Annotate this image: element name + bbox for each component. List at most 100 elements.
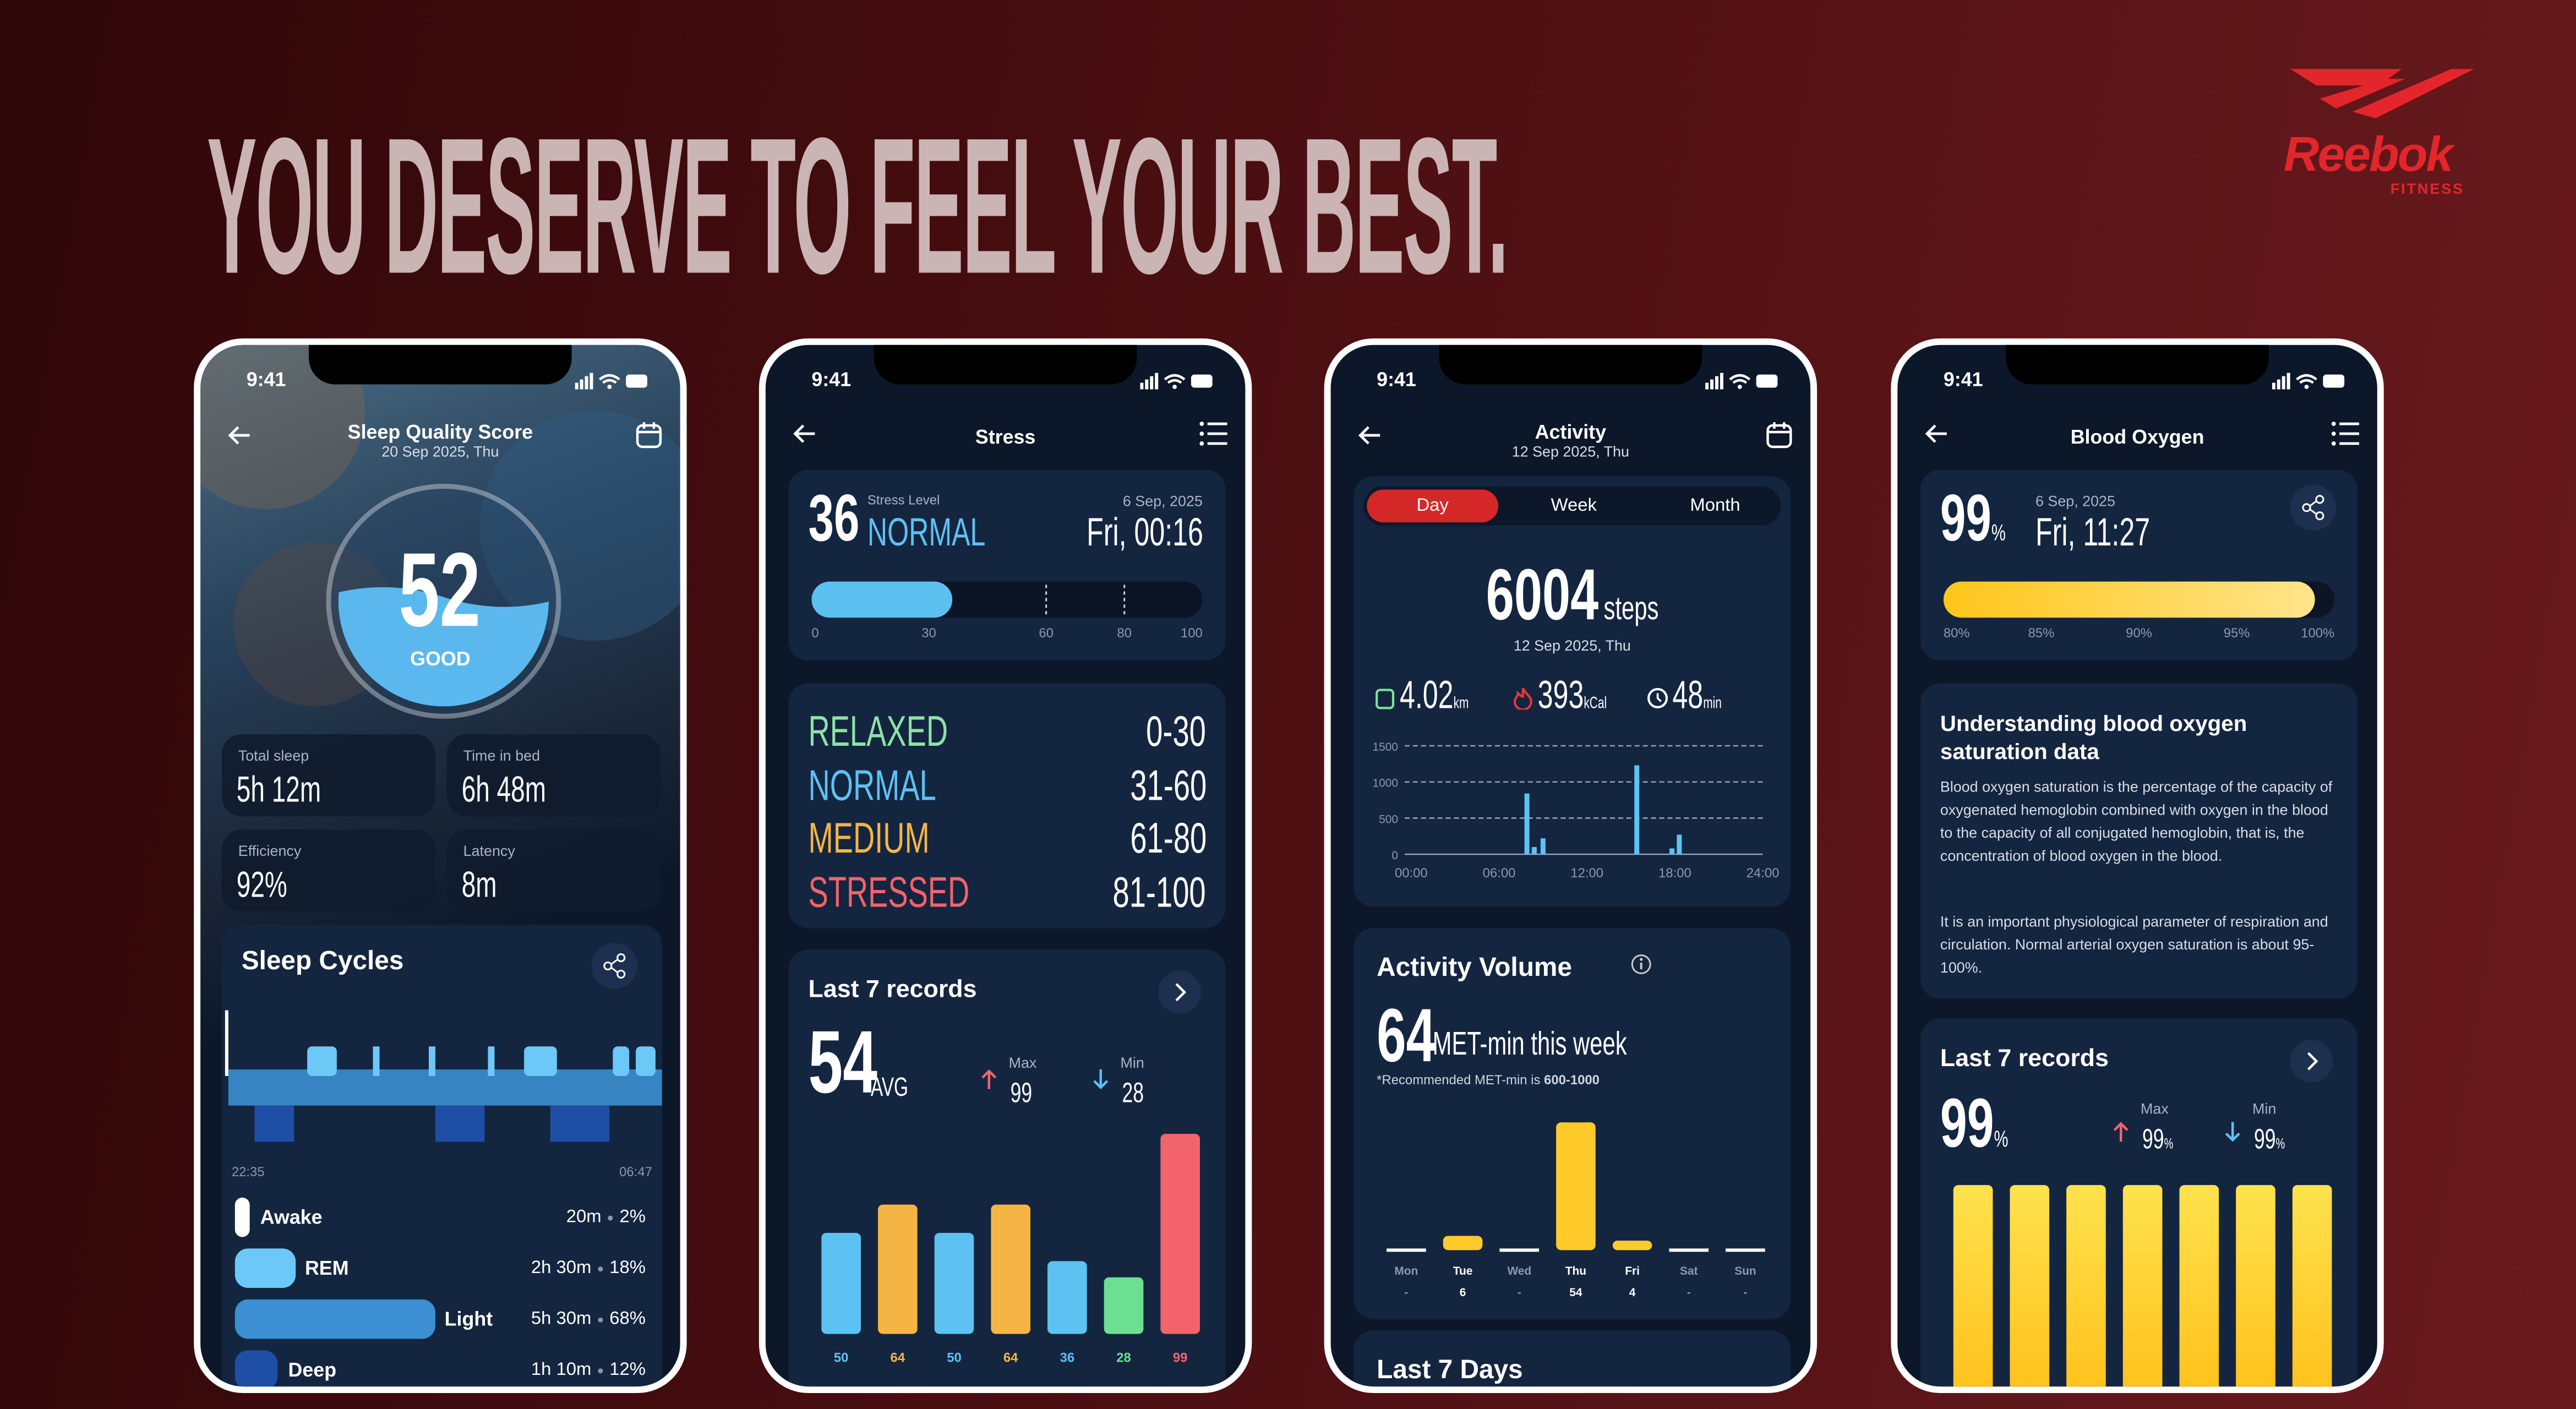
bar-label: 50 [834,1350,849,1365]
max-label: Max [1008,1055,1037,1072]
avg-group: 99% [1940,1084,2009,1163]
volume-unit: MET-min this week [1433,1026,1710,1064]
min-group: 99% [2254,1124,2285,1157]
notch [1439,345,1702,385]
calories-unit: kCal [1584,695,1607,713]
min-value-text: 28 [1122,1077,1144,1109]
next-button[interactable] [2289,1038,2335,1084]
back-button[interactable] [792,422,818,445]
decoration [2323,374,2345,388]
card-title: Activity Volume [1377,954,1572,982]
list-button[interactable] [2331,420,2361,447]
back-button[interactable] [227,424,253,447]
volume-unit-group: MET-min this week [1433,1026,1627,1064]
bar-label: 64 [1003,1350,1018,1365]
notch [874,345,1137,385]
sleep-score: 52 [200,529,680,651]
tab-active[interactable]: Day [1367,489,1499,523]
volume-value: 64 [1377,991,1461,1079]
status-icons [2272,373,2345,390]
y-tick-label: 1500 [1373,741,1398,753]
notch [2006,345,2269,385]
volume-period: this week [1531,1026,1627,1063]
volume-bar-chart: Mon - Tue 6 Wed - Thu 54 Fri 4 Sat - Sun - [1387,1122,1765,1299]
stat-value: 8m [462,864,512,907]
decoration [575,383,578,390]
next-button[interactable] [1156,969,1203,1015]
calendar-button[interactable] [634,420,664,450]
back-button[interactable] [1924,422,1950,445]
phone-oxygen: 9:41 Blood Oxygen 99% 6 Sep, 2025 Fri, 1… [1891,338,2384,1394]
max-value-text: 99 [2142,1123,2164,1155]
gauge-tick-label: 0 [811,626,818,641]
share-button[interactable] [2289,483,2338,532]
stress-state: NORMAL [867,511,1036,557]
day-label: Fri [1625,1265,1640,1277]
decoration [2304,385,2309,389]
stage-percent: 2% [619,1207,646,1227]
tab[interactable]: Week [1551,496,1597,516]
decoration [1513,687,1532,710]
separator-dot [598,1367,603,1373]
bar [1104,1277,1144,1334]
separator-dot [608,1215,613,1220]
range-name: NORMAL [808,760,991,811]
stat-value-text: 6h 48m [461,768,547,810]
oxygen-records-card: Last 7 records 99% Max 99% Min 99% [1920,1018,2358,1387]
range-name-text: NORMAL [808,760,936,810]
decoration [616,969,626,979]
bar [1556,1122,1596,1250]
distance-group: 4.02km [1400,674,1469,720]
decoration [1720,373,1723,390]
day-value: 54 [1569,1286,1582,1299]
decoration [488,1046,495,1076]
stat-label: Total sleep [238,747,309,764]
share-button[interactable] [590,941,640,991]
decoration [1766,424,1792,449]
bar [2179,1185,2219,1387]
day-label: Wed [1507,1265,1531,1277]
decoration [580,379,583,390]
bar-label: 99 [1173,1350,1188,1365]
decoration [233,542,398,707]
stat-card: Latency 8m [446,829,661,912]
calories: 393kCal [1538,674,1636,720]
list-button[interactable] [1199,420,1229,447]
screen-date: 20 Sep 2025, Thu [381,443,499,460]
brand-tagline: FITNESS [2390,181,2465,198]
x-tick-label: 06:00 [1483,866,1516,881]
decoration [616,953,626,963]
min-unit: % [2275,1135,2285,1152]
y-tick-label: 0 [1391,849,1398,862]
max-value-text: 99 [1010,1077,1033,1109]
back-button[interactable] [1357,424,1383,447]
status-icons [1140,373,1213,390]
distance: 4.02km [1400,674,1498,720]
calendar-button[interactable] [1765,420,1794,450]
nebula-background [200,345,680,707]
tab[interactable]: Month [1690,496,1740,516]
stat-card: Efficiency 92% [221,829,435,912]
card-title: Sleep Cycles [241,948,404,976]
range-name-text: RELAXED [808,706,948,756]
status-time: 9:41 [1943,368,1983,391]
bar [2236,1185,2275,1387]
stage-name: Awake [260,1205,323,1229]
steps: 6004 steps [1354,555,1791,637]
gauge-tick-label: 95% [2224,626,2250,641]
stage-detail: 20m 2% [566,1208,646,1227]
decoration [2309,500,2317,515]
decoration [1175,983,1187,1002]
y-tick-label: 500 [1379,813,1398,826]
decoration [1207,422,1227,445]
max-value: 99 [1011,1078,1041,1111]
decoration [585,376,588,390]
range-value-text: 61-80 [1129,813,1206,863]
stage-name: Light [444,1307,493,1331]
stage-percent: 68% [609,1309,646,1329]
decoration [2290,1040,2333,1083]
min-arrow [1093,1069,1109,1090]
info-button[interactable] [1630,953,1653,976]
hourly-steps-chart: 0 500 1000 1500 00:00 06:00 12:00 18:00 24:00 [1373,741,1780,881]
gauge-tick-label: 80% [1944,626,1970,641]
